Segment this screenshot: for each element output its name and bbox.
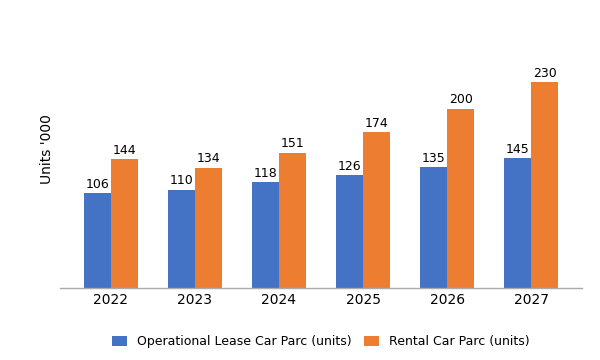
- Text: 126: 126: [338, 159, 361, 173]
- Text: 145: 145: [506, 143, 530, 156]
- Bar: [168, 190, 195, 288]
- Text: 118: 118: [254, 167, 277, 180]
- Bar: [336, 175, 363, 288]
- Text: 110: 110: [169, 174, 193, 187]
- Text: 135: 135: [422, 152, 446, 165]
- Text: 200: 200: [449, 94, 473, 107]
- Text: 106: 106: [85, 177, 109, 190]
- Text: 230: 230: [533, 67, 557, 80]
- Legend: Operational Lease Car Parc (units), Rental Car Parc (units): Operational Lease Car Parc (units), Rent…: [107, 330, 535, 353]
- Bar: [195, 168, 222, 288]
- Bar: [279, 153, 306, 288]
- Bar: [84, 193, 110, 288]
- Y-axis label: Units '000: Units '000: [40, 114, 55, 184]
- Bar: [420, 167, 447, 288]
- Bar: [110, 159, 137, 288]
- Bar: [505, 158, 532, 288]
- Text: 174: 174: [365, 117, 388, 130]
- Text: 151: 151: [281, 137, 304, 150]
- Bar: [252, 183, 279, 288]
- Text: 134: 134: [196, 153, 220, 166]
- Bar: [532, 82, 558, 288]
- Bar: [447, 109, 474, 288]
- Bar: [363, 132, 390, 288]
- Text: 144: 144: [112, 144, 136, 157]
